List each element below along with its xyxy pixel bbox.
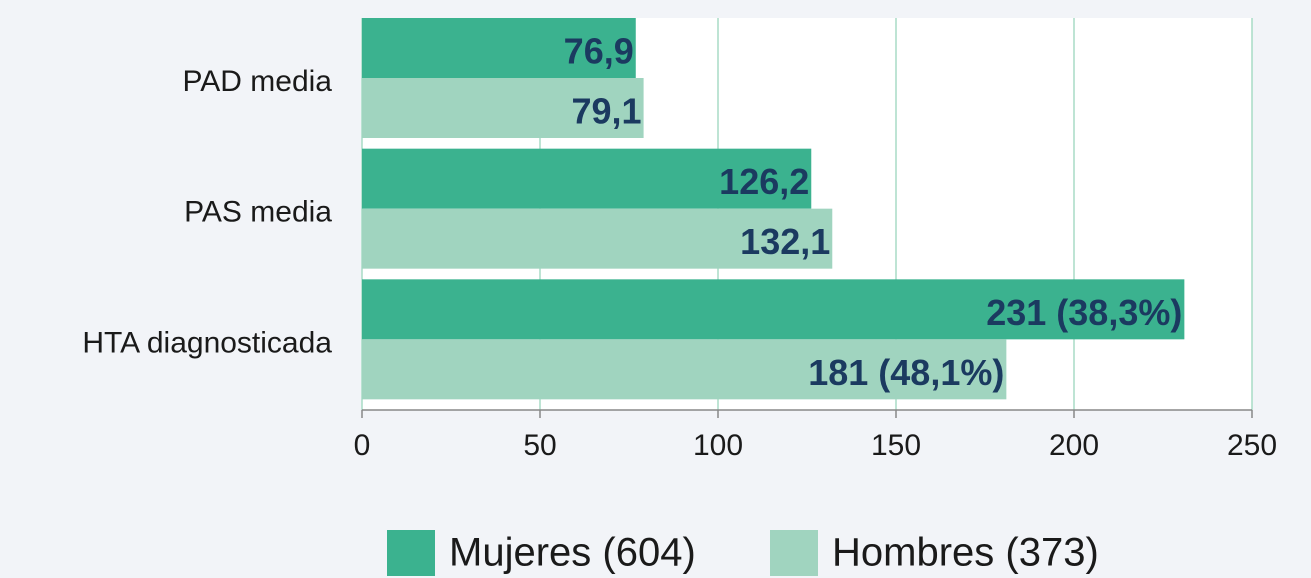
x-tick-label: 0 xyxy=(354,429,371,462)
y-tick-label: PAD media xyxy=(182,65,332,98)
y-tick-label: HTA diagnosticada xyxy=(82,326,332,359)
data-label: 181 (48,1%) xyxy=(808,352,1004,393)
legend-label: Mujeres (604) xyxy=(449,531,696,575)
bar xyxy=(362,18,636,78)
x-tick-label: 50 xyxy=(523,429,556,462)
legend-swatch xyxy=(387,530,435,576)
data-label: 231 (38,3%) xyxy=(986,292,1182,333)
x-tick-label: 100 xyxy=(693,429,743,462)
bar xyxy=(362,208,833,269)
y-tick-label: PAS media xyxy=(184,196,332,229)
x-tick-label: 150 xyxy=(871,429,921,462)
legend-swatch xyxy=(770,530,818,576)
bar xyxy=(362,339,1007,400)
bar xyxy=(362,279,1185,340)
x-tick-label: 250 xyxy=(1227,429,1277,462)
data-label: 79,1 xyxy=(572,91,642,132)
bar xyxy=(362,78,644,138)
data-label: 76,9 xyxy=(564,31,634,72)
data-label: 132,1 xyxy=(740,221,830,262)
legend-label: Hombres (373) xyxy=(832,531,1099,575)
x-tick-label: 200 xyxy=(1049,429,1099,462)
data-label: 126,2 xyxy=(719,161,809,202)
bar xyxy=(362,148,812,209)
